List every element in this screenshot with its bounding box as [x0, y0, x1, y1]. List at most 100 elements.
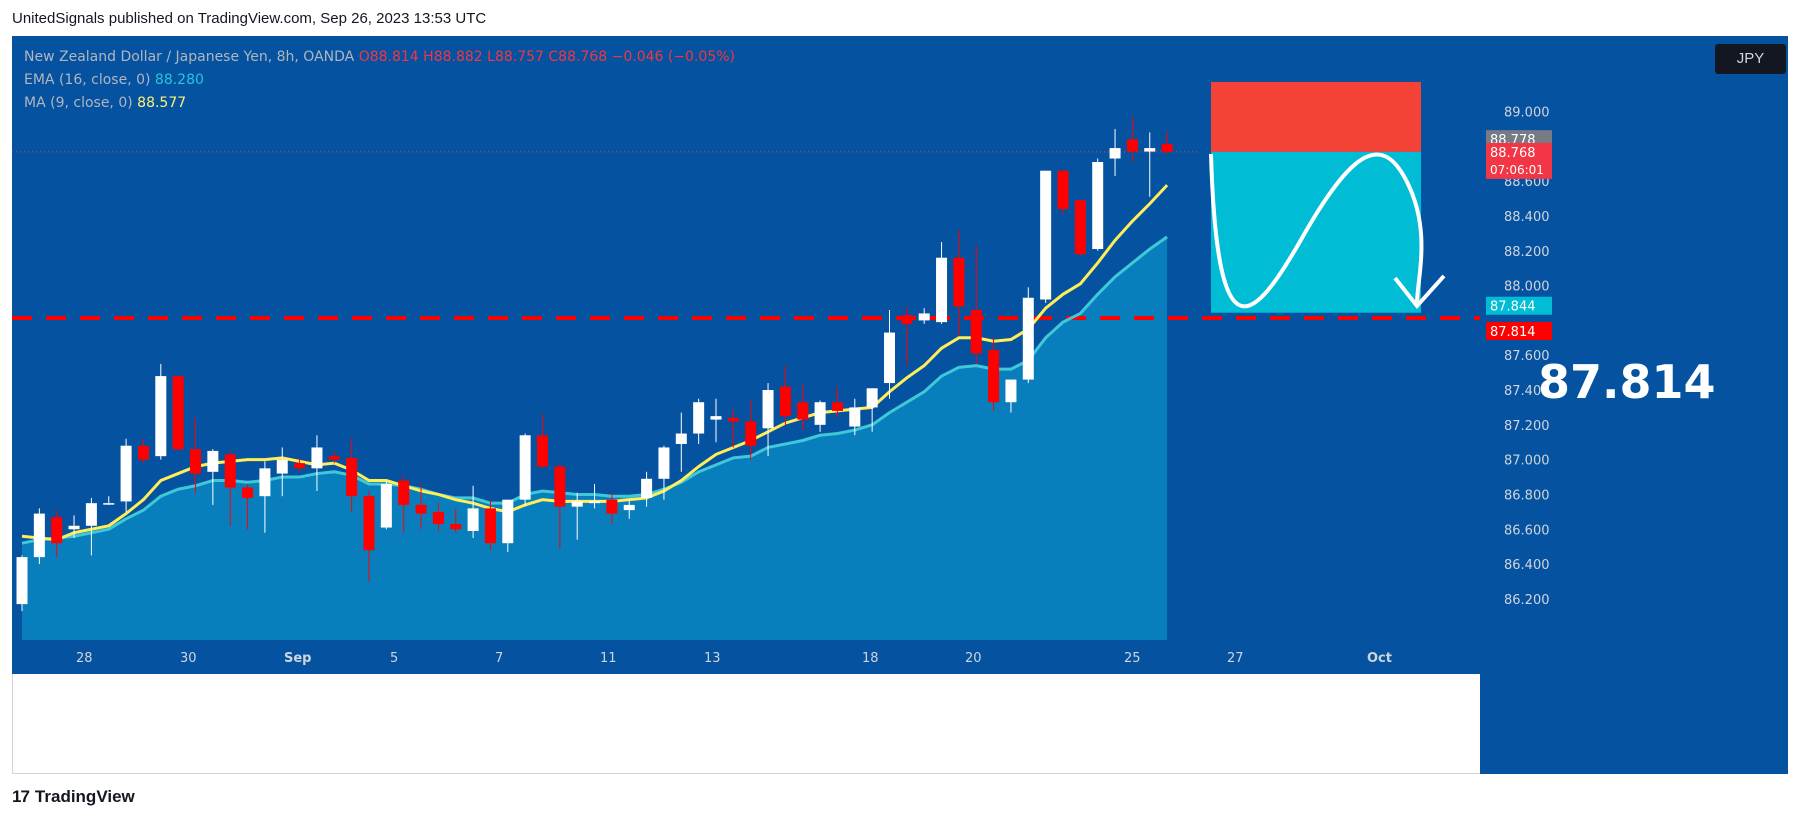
candle-body [432, 511, 444, 525]
candle [311, 435, 323, 491]
candle [641, 471, 653, 507]
candle [276, 447, 288, 497]
candle [779, 365, 791, 425]
candle [988, 337, 1000, 411]
x-tick-label: 18 [862, 651, 879, 666]
candle [415, 484, 427, 530]
candle [172, 376, 184, 451]
last-price-label-box [1486, 142, 1552, 179]
candle [831, 386, 843, 418]
candle-body [537, 435, 548, 467]
time-axis-panel[interactable] [12, 636, 1480, 674]
candle [675, 412, 687, 472]
candle [623, 499, 635, 519]
legend-ma-row[interactable]: MA (9, close, 0) 88.577 [24, 92, 735, 115]
take-profit-zone [1211, 151, 1421, 313]
candle-body [710, 416, 722, 420]
candle-body [380, 484, 392, 528]
candle-body [311, 447, 323, 469]
publisher-line: UnitedSignals published on TradingView.c… [12, 10, 487, 27]
candle-body [103, 503, 115, 505]
candle-body [1126, 139, 1138, 152]
candle [363, 490, 375, 582]
legend-symbol: New Zealand Dollar / Japanese Yen, 8h, O… [24, 49, 355, 65]
candle [120, 438, 132, 512]
brand-name: TradingView [34, 787, 135, 806]
arrow-curve [1209, 152, 1424, 309]
candle-body [172, 376, 184, 450]
projection-arrow [1209, 152, 1446, 310]
ema-label: EMA (16, close, 0) [24, 72, 151, 88]
candle [16, 555, 28, 612]
candle [432, 503, 444, 532]
y-tick-label: 88.400 [1504, 210, 1550, 225]
x-tick-label: 20 [965, 651, 982, 666]
x-tick-label: Sep [284, 651, 312, 666]
candle [259, 461, 271, 533]
candle [398, 475, 410, 533]
candle [589, 484, 601, 509]
candle-body [51, 517, 63, 544]
candle-body [641, 478, 653, 498]
candle [155, 363, 167, 460]
y-tick-label: 86.400 [1504, 558, 1550, 573]
candle [1057, 170, 1069, 215]
candle-body [1092, 161, 1104, 250]
candle [693, 398, 705, 444]
legend-close: C88.768 [548, 49, 608, 65]
candle-body [155, 376, 167, 457]
candle-body [936, 257, 948, 323]
price-chart[interactable]: 86.200 86.400 86.600 86.800 87.000 87.200 87.4… [12, 36, 1788, 774]
candle-body [398, 480, 410, 505]
level-label-box [1486, 321, 1552, 340]
candle-body [693, 402, 705, 434]
candle [519, 433, 531, 507]
candle [1092, 158, 1104, 251]
candle [901, 306, 913, 366]
candle [745, 400, 757, 460]
ema-area-fill [22, 236, 1168, 640]
y-tick-label: 86.200 [1504, 593, 1550, 608]
trade-zones[interactable] [1211, 81, 1421, 313]
currency-button[interactable]: JPY [1715, 44, 1786, 74]
candle [1022, 287, 1034, 384]
candle [207, 449, 219, 505]
candle-body [346, 457, 358, 497]
candle [51, 510, 63, 558]
candle-body [1040, 170, 1052, 300]
candle-body [727, 417, 739, 422]
candle-body [85, 503, 97, 526]
candlestick-series [16, 116, 1173, 612]
legend-high: H88.882 [423, 49, 483, 65]
candle [884, 309, 895, 399]
candle-body [259, 468, 271, 497]
candle-body [918, 313, 930, 321]
candle-body [589, 501, 601, 504]
support-level-line[interactable] [12, 151, 1480, 320]
candle-body [866, 388, 878, 408]
candle [328, 450, 340, 464]
legend-ema-row[interactable]: EMA (16, close, 0) 88.280 [24, 69, 735, 92]
tradingview-footer[interactable]: 17 TradingView [12, 787, 135, 807]
candle [103, 496, 115, 505]
candle [1109, 128, 1121, 176]
candle-body [242, 487, 254, 498]
legend-open: O88.814 [358, 49, 419, 65]
candle [936, 242, 948, 324]
candle [1040, 170, 1052, 303]
candle [814, 400, 826, 432]
price-axis: 86.200 86.400 86.600 86.800 87.000 87.200 87.4… [1504, 106, 1550, 608]
target-label-box [1486, 296, 1552, 315]
candle [346, 438, 358, 512]
candle-body [606, 499, 618, 514]
candle [85, 497, 97, 556]
candle [606, 492, 618, 525]
level-label: 87.814 [1490, 325, 1536, 340]
tradingview-logo-icon: 17 [12, 787, 30, 806]
candle [658, 445, 670, 500]
candle-body [1144, 148, 1156, 152]
y-tick-label: 87.600 [1504, 349, 1550, 364]
legend-low: L88.757 [487, 49, 544, 65]
candle-body [988, 349, 1000, 403]
